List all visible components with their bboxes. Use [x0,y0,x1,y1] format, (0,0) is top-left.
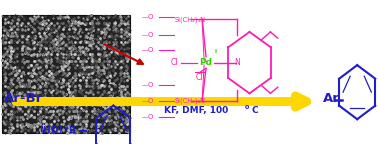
Text: (HO): (HO) [40,126,63,135]
Text: Ar: Ar [323,92,340,105]
Text: II: II [214,49,218,54]
Text: —O: —O [141,82,153,88]
Text: Si(CH₂)₃N: Si(CH₂)₃N [175,16,206,23]
Text: Cl: Cl [170,58,178,67]
Text: —O: —O [141,47,153,53]
Text: C: C [251,106,258,115]
Text: 2: 2 [64,125,68,130]
Text: Cl: Cl [195,73,203,82]
Text: —O: —O [141,114,153,120]
Text: Si(CH₂)₃N: Si(CH₂)₃N [175,97,206,104]
Text: —O: —O [141,98,153,104]
Text: 0: 0 [245,105,249,110]
Bar [2,15,130,133]
Text: Pd: Pd [200,58,212,67]
Text: KF, DMF, 100: KF, DMF, 100 [164,106,229,115]
Text: —O: —O [141,32,153,38]
Text: —O: —O [141,14,153,20]
Text: B: B [68,126,75,135]
Text: Ar-Br: Ar-Br [4,92,43,105]
Text: N: N [234,58,240,67]
